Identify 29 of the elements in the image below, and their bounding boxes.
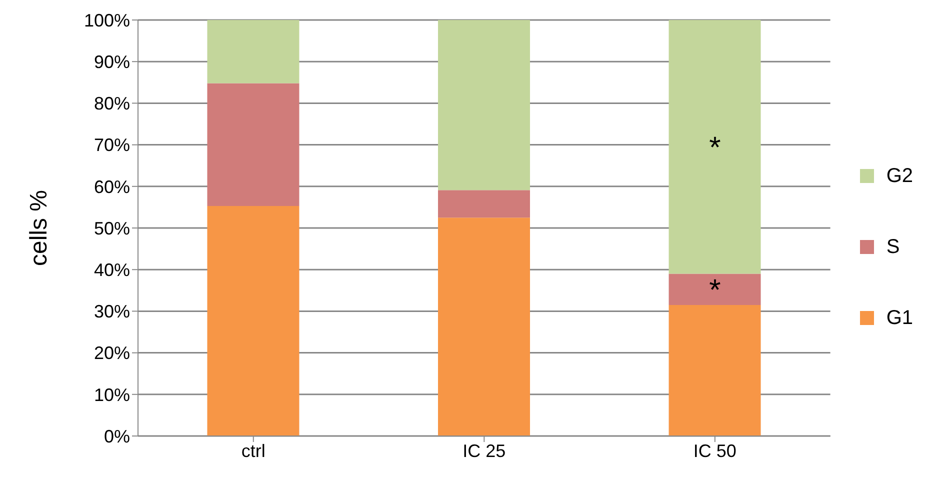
y-tick-label: 40% bbox=[94, 260, 130, 280]
bar bbox=[438, 218, 530, 436]
y-tick-label: 20% bbox=[94, 343, 130, 364]
bar bbox=[207, 83, 300, 206]
bar bbox=[438, 190, 530, 218]
y-tick-label: 80% bbox=[94, 94, 130, 114]
y-tick-label: 70% bbox=[94, 135, 130, 156]
x-tick-label: IC 25 bbox=[462, 440, 506, 461]
annotation: * bbox=[709, 132, 722, 165]
x-tick-label: IC 50 bbox=[693, 440, 736, 461]
bar bbox=[207, 20, 300, 84]
annotation: * bbox=[709, 274, 722, 308]
y-axis-title: cells % bbox=[26, 190, 53, 266]
y-tick-label: 60% bbox=[94, 176, 130, 197]
y-tick-label: 10% bbox=[94, 384, 130, 405]
y-tick-label: 50% bbox=[94, 218, 130, 238]
bar bbox=[438, 20, 530, 190]
bar bbox=[207, 206, 300, 436]
bar bbox=[668, 20, 761, 274]
y-tick-label: 90% bbox=[94, 52, 130, 72]
bar bbox=[668, 304, 761, 436]
legend-label: S bbox=[886, 236, 900, 258]
y-tick-label: 0% bbox=[104, 426, 130, 446]
legend-label: G1 bbox=[886, 306, 913, 330]
y-tick-label: 30% bbox=[94, 302, 130, 322]
legend-label: G2 bbox=[886, 164, 913, 188]
y-tick-label: 100% bbox=[84, 10, 130, 30]
x-tick-label: ctrl bbox=[241, 440, 266, 461]
bar bbox=[668, 274, 761, 305]
